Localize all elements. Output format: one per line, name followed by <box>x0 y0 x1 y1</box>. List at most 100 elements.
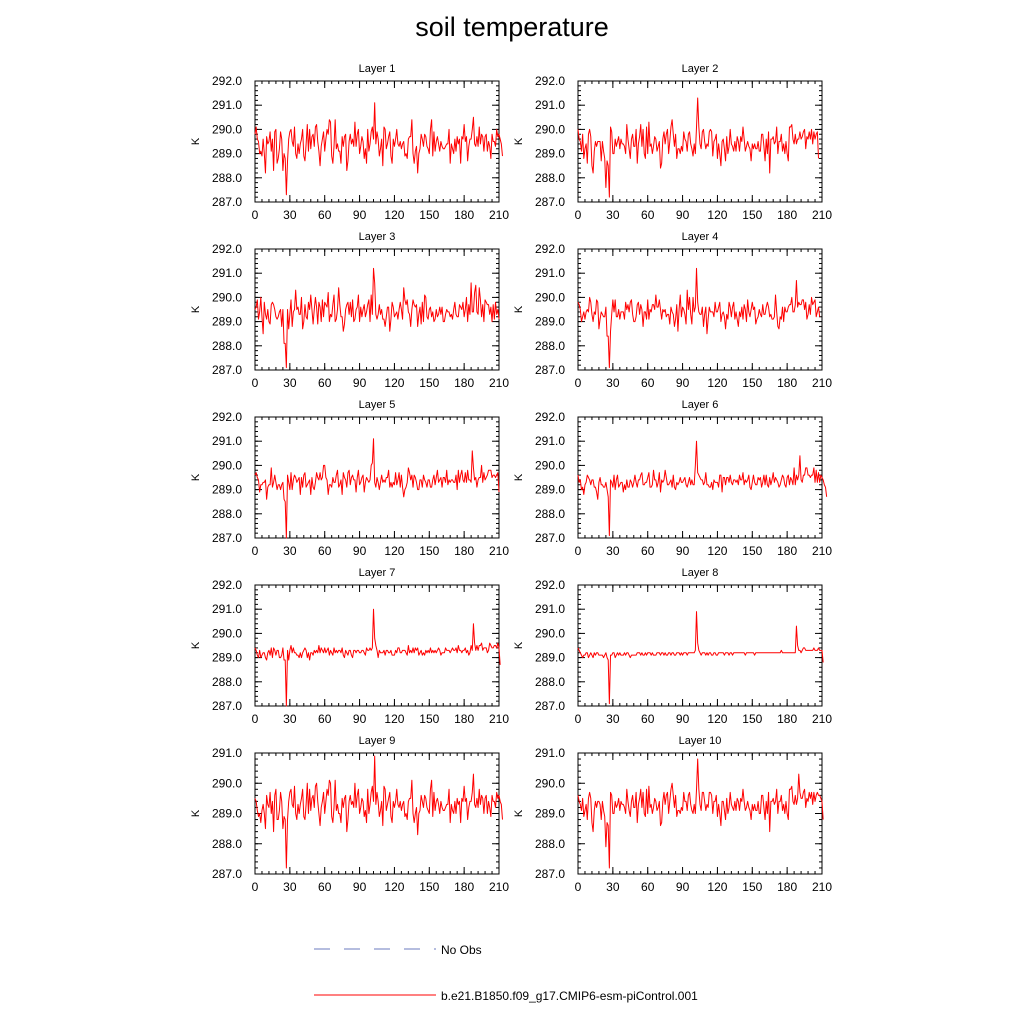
y-tick-label: 289.0 <box>535 147 565 161</box>
y-tick-label: 291.0 <box>212 602 242 616</box>
x-tick-label: 60 <box>641 880 655 894</box>
y-axis-label: K <box>190 473 202 481</box>
panel-title: Layer 4 <box>682 231 719 243</box>
y-axis-label: K <box>190 641 202 649</box>
plot-frame <box>577 584 823 707</box>
x-tick-label: 210 <box>489 544 509 558</box>
x-tick-label: 180 <box>454 376 474 390</box>
panel-layer-10: Layer 10 K 0 30 60 90 120 150 180 210 287.0 288.0 28… <box>513 735 832 894</box>
y-tick-label: 290.0 <box>212 776 242 790</box>
y-tick-label: 288.0 <box>212 507 242 521</box>
x-tick-label: 90 <box>353 208 367 222</box>
x-tick-label: 60 <box>641 208 655 222</box>
x-tick-label: 150 <box>742 712 762 726</box>
x-tick-label: 210 <box>812 712 832 726</box>
y-tick-label: 288.0 <box>535 675 565 689</box>
y-tick-label: 291.0 <box>535 746 565 760</box>
x-tick-label: 0 <box>252 880 259 894</box>
x-tick-label: 60 <box>318 712 332 726</box>
y-tick-label: 289.0 <box>212 147 242 161</box>
y-tick-label: 288.0 <box>212 171 242 185</box>
y-tick-label: 291.0 <box>212 98 242 112</box>
panel-title: Layer 7 <box>359 567 396 579</box>
panel-title: Layer 2 <box>682 63 719 75</box>
x-tick-label: 90 <box>353 544 367 558</box>
panel-title: Layer 10 <box>679 735 722 747</box>
y-tick-label: 291.0 <box>212 434 242 448</box>
y-axis-label: K <box>513 641 525 649</box>
series-line <box>254 608 501 707</box>
y-tick-label: 290.0 <box>212 626 242 640</box>
x-tick-label: 150 <box>419 544 439 558</box>
y-tick-label: 289.0 <box>535 651 565 665</box>
panel-layer-2: Layer 2 K 0 30 60 90 120 150 180 210 287.0 288.0 289… <box>513 63 832 222</box>
y-tick-label: 289.0 <box>535 315 565 329</box>
y-tick-label: 288.0 <box>212 675 242 689</box>
y-tick-label: 287.0 <box>535 195 565 209</box>
panel-layer-4: Layer 4 K 0 30 60 90 120 150 180 210 287.0 288.0 289… <box>513 231 832 390</box>
x-tick-label: 0 <box>575 880 582 894</box>
x-tick-label: 180 <box>777 376 797 390</box>
x-tick-label: 30 <box>606 376 620 390</box>
series-line <box>577 267 821 369</box>
legend-swatch-no-obs <box>314 948 436 950</box>
x-tick-label: 120 <box>707 544 727 558</box>
series-line <box>254 102 503 196</box>
panel-title: Layer 5 <box>359 399 396 411</box>
series-line <box>254 755 503 869</box>
x-tick-label: 0 <box>252 208 259 222</box>
x-tick-label: 180 <box>777 712 797 726</box>
panel-layer-6: Layer 6 K 0 30 60 90 120 150 180 210 287.0 288.0 289… <box>513 399 832 558</box>
panel-title: Layer 1 <box>359 63 396 75</box>
x-tick-label: 0 <box>575 712 582 726</box>
y-tick-label: 290.0 <box>212 290 242 304</box>
y-tick-label: 291.0 <box>535 602 565 616</box>
panel-layer-7: Layer 7 K 0 30 60 90 120 150 180 210 287.0 288.0 289… <box>190 567 509 726</box>
series-line <box>577 440 828 537</box>
x-tick-label: 0 <box>575 544 582 558</box>
x-tick-label: 90 <box>676 544 690 558</box>
x-tick-label: 90 <box>676 376 690 390</box>
x-tick-label: 90 <box>353 376 367 390</box>
plot-frame <box>254 584 500 707</box>
y-tick-label: 291.0 <box>212 266 242 280</box>
panel-layer-5: Layer 5 K 0 30 60 90 120 150 180 210 287.0 288.0 289… <box>190 399 509 558</box>
y-tick-label: 290.0 <box>535 626 565 640</box>
y-tick-label: 288.0 <box>535 507 565 521</box>
x-tick-label: 150 <box>742 208 762 222</box>
x-tick-label: 210 <box>489 376 509 390</box>
series-line <box>254 438 500 539</box>
x-tick-label: 60 <box>318 880 332 894</box>
y-tick-label: 288.0 <box>212 339 242 353</box>
x-tick-label: 120 <box>384 376 404 390</box>
plot-frame <box>577 80 823 203</box>
x-tick-label: 150 <box>419 208 439 222</box>
x-tick-label: 150 <box>742 544 762 558</box>
x-tick-label: 120 <box>384 208 404 222</box>
series-line <box>254 267 500 369</box>
y-axis-label: K <box>190 809 202 817</box>
y-axis-label: K <box>513 137 525 145</box>
y-tick-label: 290.0 <box>535 776 565 790</box>
legend-label-no-obs: No Obs <box>441 943 482 957</box>
y-tick-label: 292.0 <box>535 242 565 256</box>
x-tick-label: 30 <box>606 712 620 726</box>
y-tick-label: 292.0 <box>535 74 565 88</box>
x-tick-label: 180 <box>454 208 474 222</box>
y-axis-label: K <box>190 305 202 313</box>
y-tick-label: 292.0 <box>212 410 242 424</box>
x-tick-label: 60 <box>641 544 655 558</box>
x-tick-label: 210 <box>489 712 509 726</box>
x-tick-label: 30 <box>283 376 297 390</box>
plot-frame <box>254 752 500 875</box>
x-tick-label: 180 <box>777 208 797 222</box>
x-tick-label: 150 <box>419 880 439 894</box>
x-tick-label: 0 <box>575 376 582 390</box>
y-tick-label: 291.0 <box>535 434 565 448</box>
x-tick-label: 120 <box>384 544 404 558</box>
x-tick-label: 120 <box>384 712 404 726</box>
y-tick-label: 288.0 <box>535 339 565 353</box>
x-tick-label: 90 <box>353 880 367 894</box>
y-tick-label: 287.0 <box>212 699 242 713</box>
